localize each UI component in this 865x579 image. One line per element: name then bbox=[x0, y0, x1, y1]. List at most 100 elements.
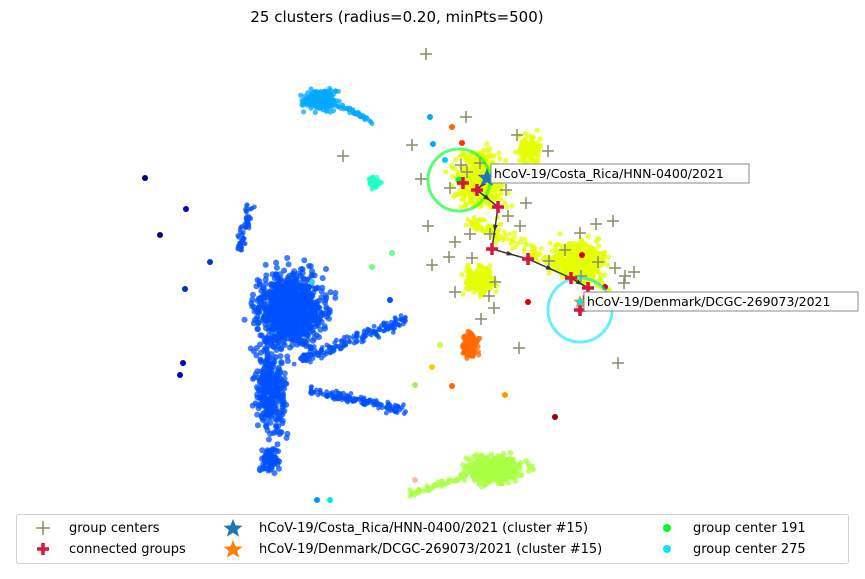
cluster-yellow-arm bbox=[463, 214, 613, 293]
cluster-point bbox=[267, 462, 274, 468]
cluster-point bbox=[259, 412, 265, 419]
cluster-point bbox=[382, 328, 388, 333]
cluster-point bbox=[402, 319, 408, 324]
cluster-point bbox=[275, 465, 282, 472]
cluster-point bbox=[393, 318, 399, 324]
cluster-point bbox=[262, 321, 269, 328]
group-center-marker bbox=[483, 290, 495, 302]
cluster-point bbox=[322, 297, 329, 304]
cluster-point bbox=[326, 315, 332, 322]
cluster-point bbox=[602, 272, 608, 278]
cluster-point bbox=[272, 416, 279, 423]
group-center-marker bbox=[406, 139, 418, 151]
cluster-point bbox=[528, 157, 534, 163]
group-center-marker bbox=[514, 220, 526, 232]
cluster-point bbox=[457, 188, 463, 194]
cluster-point bbox=[516, 462, 523, 469]
cluster-point bbox=[463, 472, 469, 478]
cluster-point bbox=[362, 402, 368, 408]
cluster-point bbox=[257, 349, 264, 356]
cluster-point bbox=[367, 400, 373, 405]
cluster-point bbox=[502, 232, 508, 238]
cluster-point bbox=[477, 270, 483, 276]
group-center-marker bbox=[455, 159, 467, 171]
cluster-point bbox=[485, 272, 491, 278]
group-center-marker bbox=[443, 251, 455, 263]
cluster-point bbox=[546, 270, 552, 276]
outlier-point bbox=[525, 299, 531, 305]
annotation-costa-rica: hCoV-19/Costa_Rica/HNN-0400/2021 bbox=[494, 166, 724, 181]
cluster-point bbox=[290, 331, 297, 338]
cluster-point bbox=[596, 243, 602, 249]
cluster-point bbox=[367, 331, 372, 336]
cluster-point bbox=[564, 267, 570, 273]
cluster-point bbox=[497, 455, 504, 462]
cluster-point bbox=[471, 214, 477, 220]
cluster-point bbox=[507, 231, 513, 237]
outlier-point bbox=[369, 264, 375, 270]
outlier-point bbox=[552, 414, 558, 420]
cluster-teal bbox=[366, 174, 385, 192]
cluster-point bbox=[567, 264, 573, 270]
cluster-point bbox=[370, 180, 376, 186]
outlier-point bbox=[157, 232, 163, 238]
cluster-point bbox=[301, 355, 307, 361]
group-center-marker bbox=[559, 244, 571, 256]
cluster-point bbox=[322, 292, 329, 299]
cluster-point bbox=[389, 322, 395, 328]
cluster-point bbox=[261, 314, 267, 321]
cluster-point bbox=[255, 405, 262, 412]
group-center-marker bbox=[422, 220, 434, 232]
cluster-point bbox=[583, 267, 589, 273]
cluster-point bbox=[539, 246, 544, 252]
cluster-point bbox=[518, 472, 525, 478]
cluster-point bbox=[522, 236, 528, 242]
cluster-point bbox=[268, 375, 275, 382]
cluster-point bbox=[443, 169, 449, 175]
cluster-point bbox=[340, 390, 346, 396]
cluster-point bbox=[260, 285, 267, 292]
cluster-point bbox=[296, 294, 303, 301]
cluster-point bbox=[298, 266, 304, 273]
cluster-point bbox=[310, 330, 317, 337]
legend-label: group center 275 bbox=[693, 541, 806, 557]
cluster-point bbox=[278, 301, 285, 308]
cluster-point bbox=[300, 275, 307, 282]
cluster-point bbox=[268, 299, 275, 306]
cluster-point bbox=[498, 196, 504, 202]
cluster-point bbox=[341, 335, 347, 340]
cluster-point bbox=[280, 394, 287, 401]
cluster-point bbox=[509, 203, 515, 209]
group-center-marker bbox=[619, 270, 631, 282]
group-center-marker bbox=[590, 218, 602, 230]
cluster-point bbox=[309, 307, 316, 313]
cluster-point bbox=[241, 240, 247, 246]
cluster-point bbox=[484, 224, 490, 230]
connected-group-marker bbox=[471, 184, 483, 196]
cluster-point bbox=[301, 109, 307, 115]
cluster-point bbox=[319, 275, 326, 282]
cluster-point bbox=[273, 301, 280, 308]
cluster-point bbox=[568, 241, 574, 247]
group-center-marker bbox=[488, 302, 500, 314]
cluster-point bbox=[554, 255, 559, 260]
cluster-point bbox=[493, 183, 499, 189]
cluster-point bbox=[491, 187, 497, 193]
cluster-point bbox=[326, 96, 333, 102]
annotation-denmark: hCoV-19/Denmark/DCGC-269073/2021 bbox=[587, 294, 830, 309]
cluster-point bbox=[263, 420, 270, 427]
cluster-point bbox=[376, 335, 382, 340]
cluster-point bbox=[325, 393, 330, 399]
cluster-point bbox=[403, 409, 408, 414]
group-center-marker bbox=[502, 210, 514, 222]
cluster-point bbox=[522, 148, 528, 154]
cluster-point bbox=[301, 257, 308, 264]
cluster-point bbox=[377, 180, 383, 186]
cluster-point bbox=[260, 369, 267, 376]
cluster-blue-main bbox=[241, 255, 339, 360]
cluster-point bbox=[473, 451, 480, 458]
cluster-point bbox=[465, 216, 470, 222]
group-center-marker bbox=[466, 252, 478, 264]
cluster-point bbox=[596, 250, 602, 256]
cluster-point bbox=[284, 358, 291, 364]
